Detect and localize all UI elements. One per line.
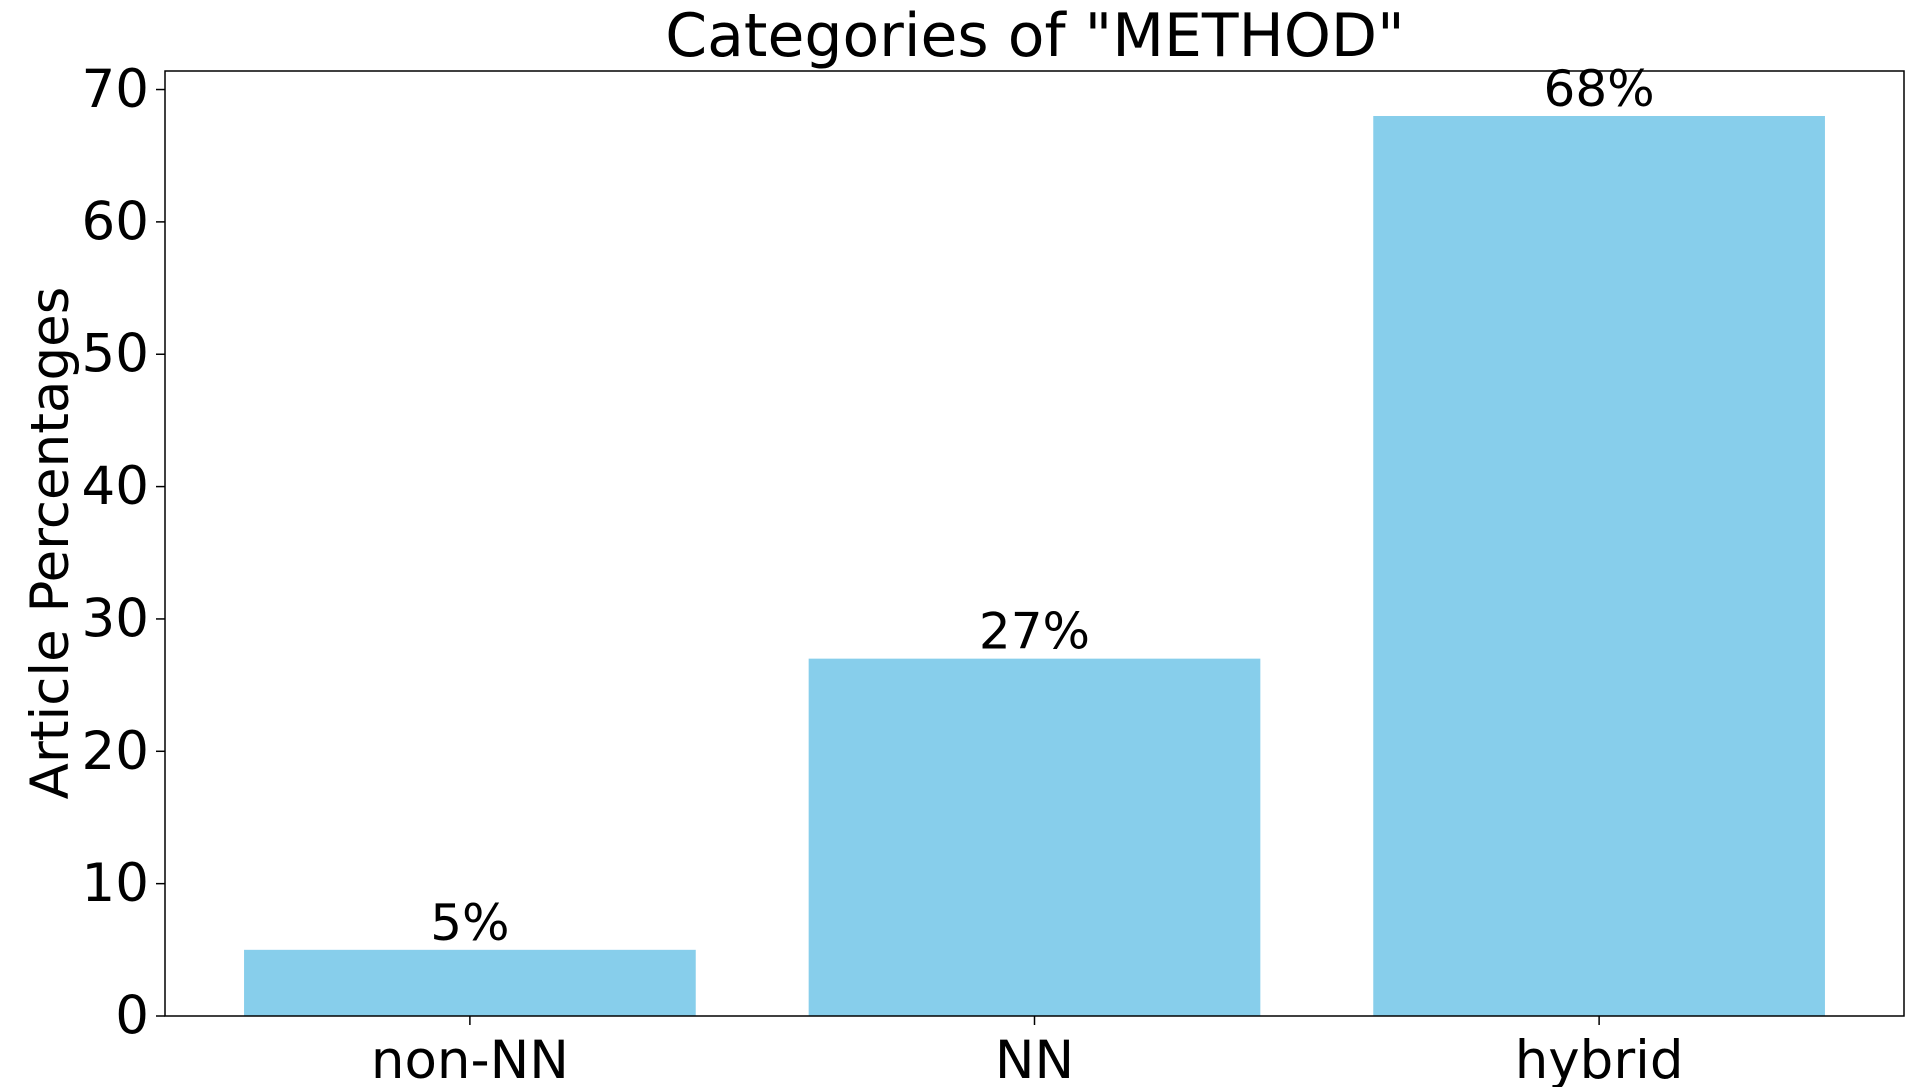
y-tick-label: 20 [82, 721, 149, 782]
y-tick-label: 70 [82, 59, 149, 120]
x-tick-label: hybrid [1515, 1030, 1684, 1087]
bar [808, 658, 1261, 1016]
y-tick-label: 60 [82, 191, 149, 252]
y-tick-label: 0 [115, 986, 149, 1047]
y-tick-label: 50 [82, 324, 149, 385]
x-tick-label: NN [995, 1030, 1074, 1087]
value-label: 68% [1544, 60, 1655, 118]
value-label: 5% [430, 894, 509, 952]
y-tick-label: 10 [82, 853, 149, 914]
y-tick-label: 30 [82, 588, 149, 649]
y-axis-label: Article Percentages [20, 287, 81, 800]
chart-title: Categories of "METHOD" [665, 1, 1404, 71]
bar [1373, 116, 1825, 1016]
y-tick-label: 40 [82, 456, 149, 517]
plot-frame [164, 70, 1905, 1017]
bar [244, 949, 696, 1016]
value-label: 27% [979, 603, 1090, 661]
x-tick-label: non-NN [371, 1030, 569, 1087]
